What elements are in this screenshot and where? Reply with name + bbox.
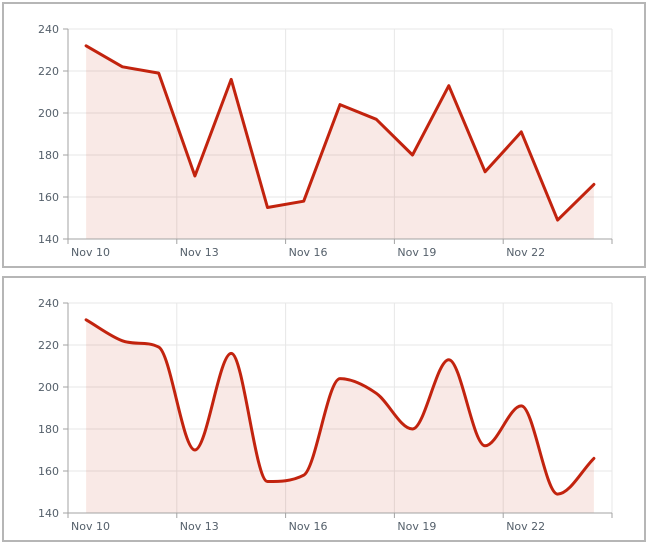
y-axis-label: 200 [38,107,59,120]
area-fill [86,45,594,239]
x-axis-label: Nov 13 [180,246,219,259]
smoothed-line-chart-plot[interactable]: 240 220 200 180 160 140 Nov 10 Nov 13 Nov 16 Nov … [4,278,644,540]
x-axis-label: Nov 22 [506,246,545,259]
y-axis-label: 140 [38,507,59,520]
x-axis-label: Nov 10 [71,520,110,533]
y-axis-label: 240 [38,297,59,310]
x-axis-label: Nov 16 [289,520,328,533]
y-axis-label: 140 [38,233,59,246]
y-axis-label: 220 [38,339,59,352]
y-axis-label: 240 [38,23,59,36]
x-axis-label: Nov 13 [180,520,219,533]
y-axis-label: 200 [38,381,59,394]
line-chart-plot[interactable]: 240 220 200 180 160 140 Nov 10 Nov 13 Nov 16 Nov … [4,4,644,266]
chart-panel-smoothed: 240 220 200 180 160 140 Nov 10 Nov 13 Nov 16 Nov … [2,276,646,542]
x-axis-label: Nov 19 [397,520,436,533]
y-axis-label: 220 [38,65,59,78]
x-axis-label: Nov 19 [397,246,436,259]
x-axis-label: Nov 16 [289,246,328,259]
area-fill [86,319,594,513]
y-axis-label: 160 [38,465,59,478]
series-line [84,44,596,222]
chart-panel-straight: 240 220 200 180 160 140 Nov 10 Nov 13 Nov 16 Nov … [2,2,646,268]
y-axis-label: 180 [38,149,59,162]
series-line [84,318,596,496]
x-axis-label: Nov 10 [71,246,110,259]
y-axis-label: 160 [38,191,59,204]
x-axis-label: Nov 22 [506,520,545,533]
y-axis-label: 180 [38,423,59,436]
